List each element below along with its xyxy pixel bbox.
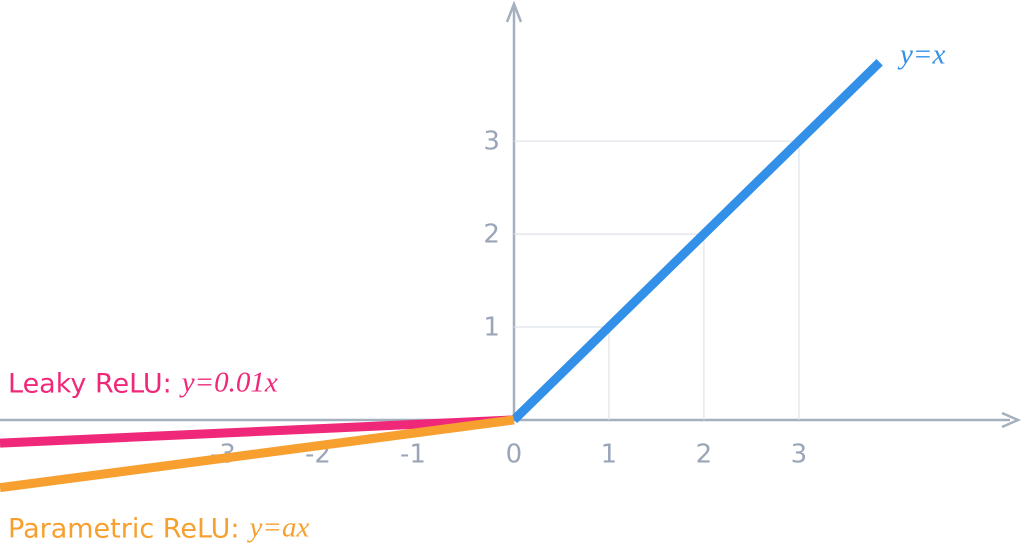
legend-name: Parametric ReLU: (8, 514, 240, 545)
series-line (510, 59, 883, 424)
y-tick-label: 3 (483, 127, 500, 157)
series-line (0, 415, 515, 493)
y-tick-label: 2 (483, 220, 500, 250)
x-tick-label: 3 (791, 439, 808, 469)
x-tick-label: 1 (601, 439, 618, 469)
legend-formula: y=x (897, 39, 945, 71)
x-tick-label: -1 (400, 439, 426, 469)
x-tick-label: 2 (696, 439, 713, 469)
x-axis-arrow (1001, 411, 1022, 429)
y-tick-label: 1 (483, 312, 500, 342)
x-tick-label: 0 (506, 439, 523, 469)
series-line (0, 415, 515, 448)
y-axis-arrow (505, 0, 523, 23)
legend-formula: y=0.01x (179, 367, 278, 399)
legend-name: Leaky ReLU: (8, 369, 172, 400)
legend-formula: y=ax (247, 512, 310, 544)
axes (0, 0, 1022, 429)
